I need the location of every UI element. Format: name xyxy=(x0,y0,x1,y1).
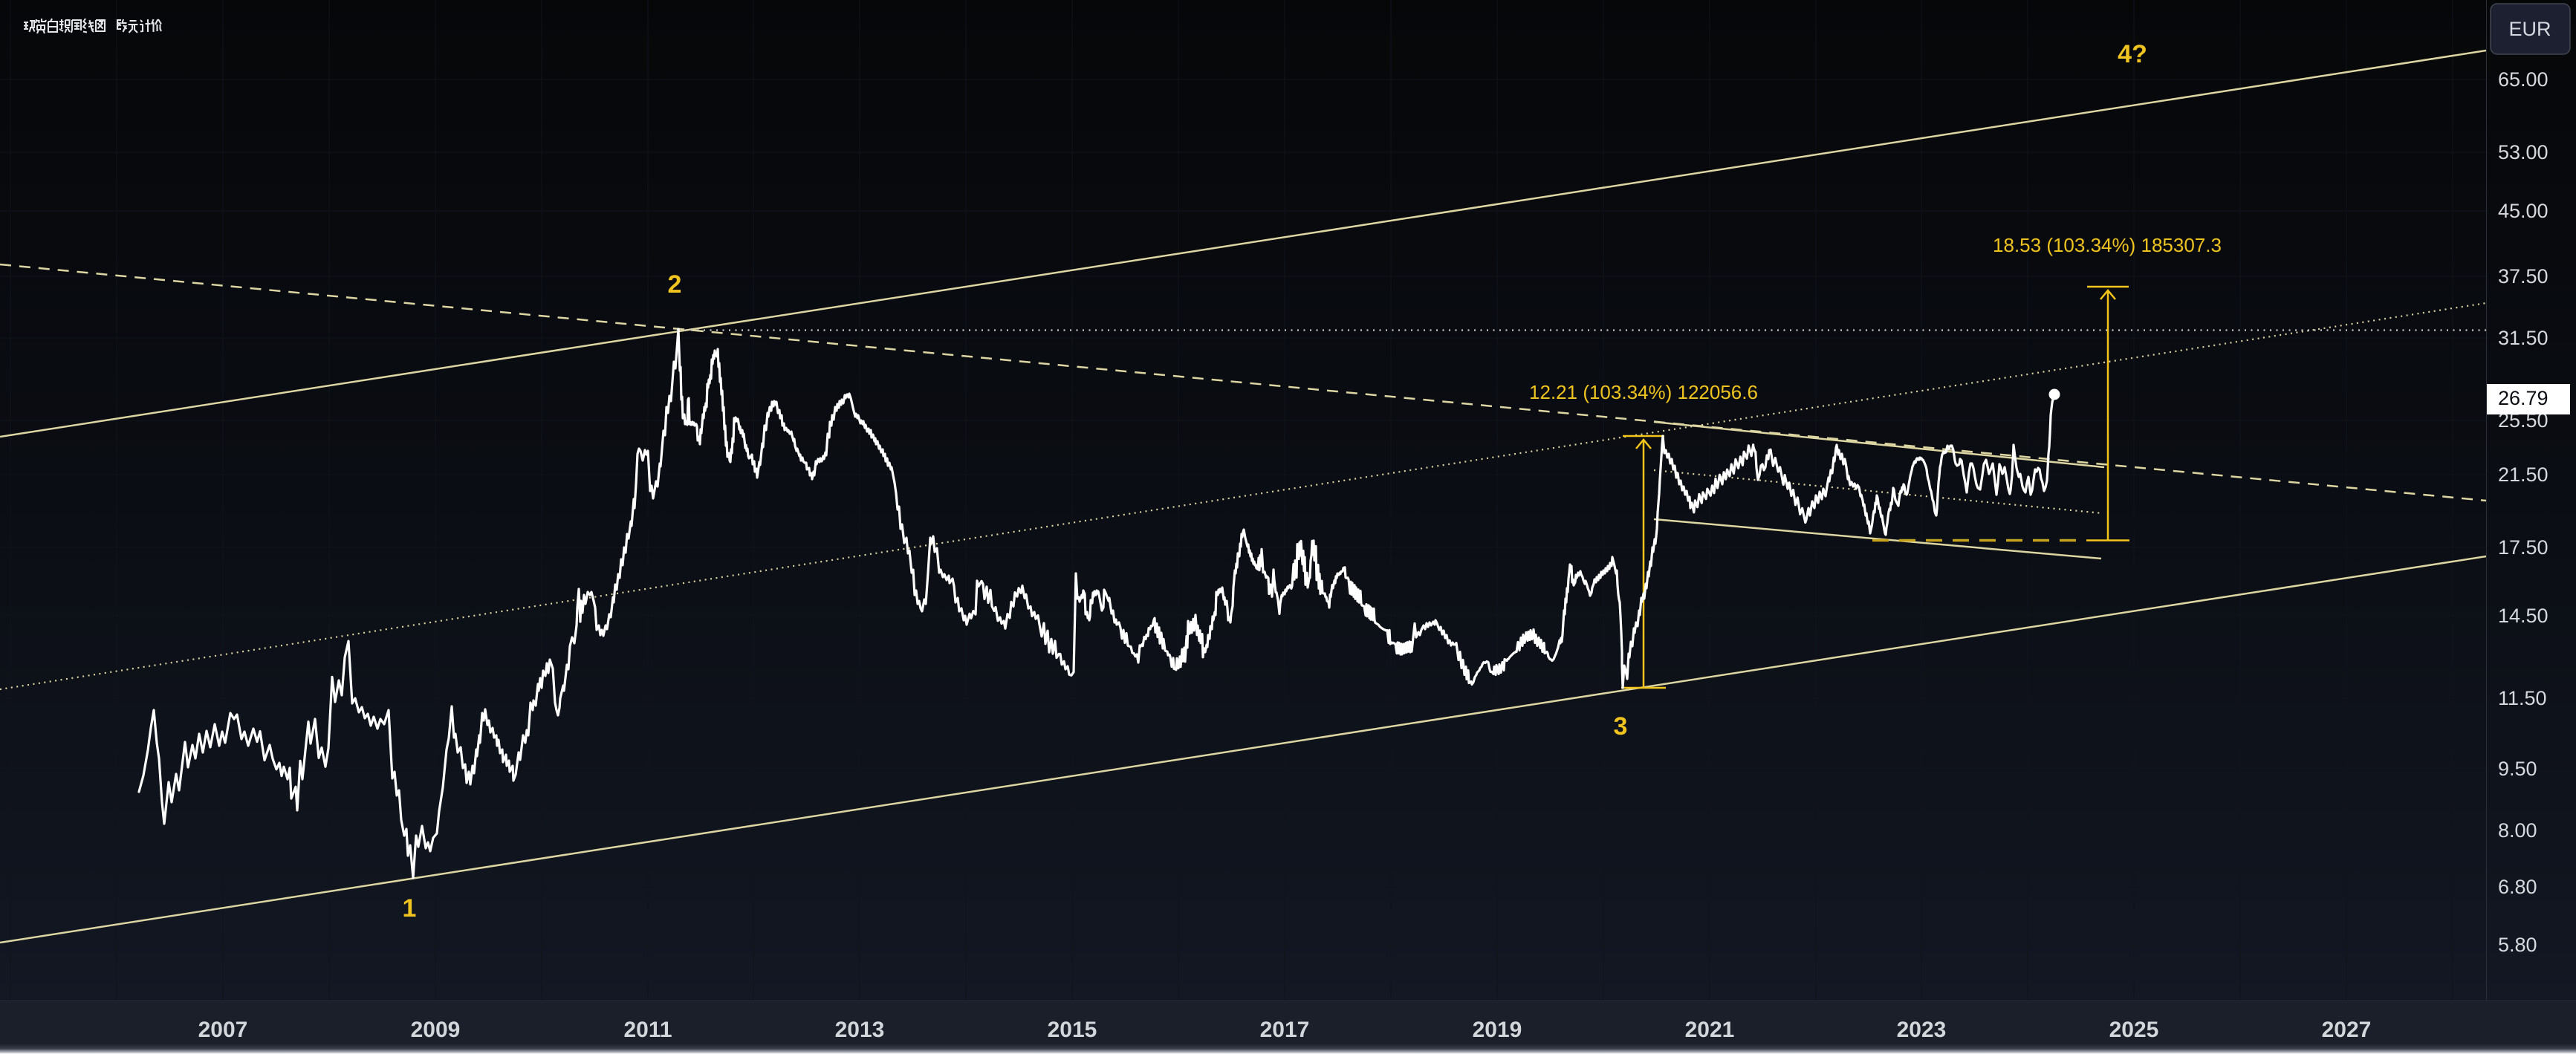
svg-text:2019: 2019 xyxy=(1473,1018,1522,1042)
svg-text:12.21 (103.34%) 122056.6: 12.21 (103.34%) 122056.6 xyxy=(1529,381,1758,403)
svg-text:18.53 (103.34%) 185307.3: 18.53 (103.34%) 185307.3 xyxy=(1993,234,2222,256)
svg-text:26.79: 26.79 xyxy=(2498,387,2549,409)
svg-text:5.80: 5.80 xyxy=(2498,934,2537,956)
svg-text:1: 1 xyxy=(403,894,417,923)
svg-text:45.00: 45.00 xyxy=(2498,200,2549,222)
svg-text:53.00: 53.00 xyxy=(2498,141,2549,163)
svg-text:14.50: 14.50 xyxy=(2498,605,2549,627)
svg-text:2: 2 xyxy=(668,270,682,299)
svg-text:8.00: 8.00 xyxy=(2498,819,2537,842)
svg-text:9.50: 9.50 xyxy=(2498,758,2537,780)
svg-text:2013: 2013 xyxy=(835,1018,885,1042)
svg-text:11.50: 11.50 xyxy=(2498,687,2547,709)
svg-text:2021: 2021 xyxy=(1685,1018,1735,1042)
svg-text:31.50: 31.50 xyxy=(2498,327,2549,349)
svg-text:17.50: 17.50 xyxy=(2498,536,2549,559)
svg-text:EUR: EUR xyxy=(2508,18,2551,40)
svg-text:37.50: 37.50 xyxy=(2498,265,2549,287)
svg-text:2017: 2017 xyxy=(1260,1018,1310,1042)
svg-text:6.80: 6.80 xyxy=(2498,876,2537,898)
svg-text:21.50: 21.50 xyxy=(2498,463,2549,486)
svg-text:2009: 2009 xyxy=(411,1018,461,1042)
svg-text:2011: 2011 xyxy=(623,1018,672,1042)
svg-text:65.00: 65.00 xyxy=(2498,68,2549,91)
svg-text:2025: 2025 xyxy=(2109,1018,2159,1042)
svg-text:4?: 4? xyxy=(2118,40,2147,68)
svg-text:3: 3 xyxy=(1614,712,1628,741)
svg-text:2007: 2007 xyxy=(198,1018,248,1042)
svg-text:2027: 2027 xyxy=(2322,1018,2372,1042)
svg-text:2015: 2015 xyxy=(1048,1018,1097,1042)
svg-text:2023: 2023 xyxy=(1897,1018,1947,1042)
